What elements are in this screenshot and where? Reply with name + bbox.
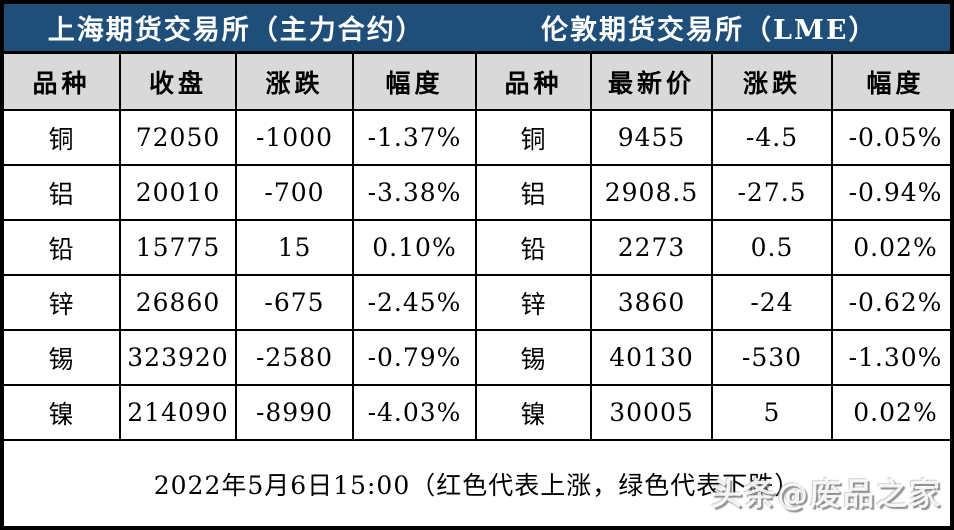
lme-pct: -1.30% bbox=[831, 329, 954, 386]
lme-pct: 0.02% bbox=[831, 384, 954, 441]
exchange-title-bar: 上海期货交易所（主力合约） 伦敦期货交易所（LME） bbox=[4, 4, 950, 54]
shfe-variety: 铝 bbox=[4, 164, 121, 221]
shfe-change: -1000 bbox=[235, 109, 354, 166]
lme-latest: 3860 bbox=[590, 274, 713, 331]
lme-latest: 2908.5 bbox=[590, 164, 713, 221]
lme-pct: -0.62% bbox=[831, 274, 954, 331]
shfe-pct: 0.10% bbox=[352, 219, 477, 276]
lme-change: 0.5 bbox=[711, 219, 833, 276]
lme-latest: 40130 bbox=[590, 329, 713, 386]
shfe-col-variety: 品种 bbox=[4, 54, 121, 111]
lme-pct: -0.05% bbox=[831, 109, 954, 166]
shfe-change: -700 bbox=[235, 164, 354, 221]
table-row-nickel: 镍 214090 -8990 -4.03% 镍 30005 5 0.02% bbox=[4, 384, 954, 441]
lme-col-pct: 幅度 bbox=[831, 54, 954, 111]
shfe-col-close: 收盘 bbox=[119, 54, 237, 111]
lme-latest: 30005 bbox=[590, 384, 713, 441]
table-row-copper: 铜 72050 -1000 -1.37% 铜 9455 -4.5 -0.05% bbox=[4, 109, 954, 166]
lme-col-latest: 最新价 bbox=[590, 54, 713, 111]
table-row-zinc: 锌 26860 -675 -2.45% 锌 3860 -24 -0.62% bbox=[4, 274, 954, 331]
shfe-pct: -1.37% bbox=[352, 109, 477, 166]
shfe-col-change: 涨跌 bbox=[235, 54, 354, 111]
shfe-close: 20010 bbox=[119, 164, 237, 221]
quotes-table: 品种 收盘 涨跌 幅度 品种 最新价 涨跌 幅度 铜 72050 -1000 -… bbox=[4, 54, 954, 441]
table-row-lead: 铅 15775 15 0.10% 铅 2273 0.5 0.02% bbox=[4, 219, 954, 276]
lme-variety: 锡 bbox=[475, 329, 592, 386]
shfe-close: 323920 bbox=[119, 329, 237, 386]
table-row-tin: 锡 323920 -2580 -0.79% 锡 40130 -530 -1.30… bbox=[4, 329, 954, 386]
shfe-change: -2580 bbox=[235, 329, 354, 386]
lme-col-change: 涨跌 bbox=[711, 54, 833, 111]
shfe-close: 15775 bbox=[119, 219, 237, 276]
timestamp-legend-note: 2022年5月6日15:00（红色代表上涨，绿色代表下跌） bbox=[153, 470, 801, 500]
shfe-close: 72050 bbox=[119, 109, 237, 166]
column-header-row: 品种 收盘 涨跌 幅度 品种 最新价 涨跌 幅度 bbox=[4, 54, 954, 111]
lme-change: -24 bbox=[711, 274, 833, 331]
shfe-pct: -3.38% bbox=[352, 164, 477, 221]
lme-latest: 9455 bbox=[590, 109, 713, 166]
shfe-variety: 铜 bbox=[4, 109, 121, 166]
shfe-change: -8990 bbox=[235, 384, 354, 441]
lme-variety: 铝 bbox=[475, 164, 592, 221]
lme-change: -27.5 bbox=[711, 164, 833, 221]
lme-latest: 2273 bbox=[590, 219, 713, 276]
shfe-col-pct: 幅度 bbox=[352, 54, 477, 111]
lme-variety: 锌 bbox=[475, 274, 592, 331]
lme-title: 伦敦期货交易所（LME） bbox=[541, 15, 878, 46]
shfe-variety: 锌 bbox=[4, 274, 121, 331]
shfe-close: 26860 bbox=[119, 274, 237, 331]
table-row-aluminum: 铝 20010 -700 -3.38% 铝 2908.5 -27.5 -0.94… bbox=[4, 164, 954, 221]
shfe-variety: 锡 bbox=[4, 329, 121, 386]
lme-col-variety: 品种 bbox=[475, 54, 592, 111]
lme-variety: 镍 bbox=[475, 384, 592, 441]
shfe-title: 上海期货交易所（主力合约） bbox=[47, 15, 425, 46]
shfe-pct: -4.03% bbox=[352, 384, 477, 441]
lme-variety: 铅 bbox=[475, 219, 592, 276]
lme-pct: -0.94% bbox=[831, 164, 954, 221]
shfe-pct: -0.79% bbox=[352, 329, 477, 386]
shfe-variety: 铅 bbox=[4, 219, 121, 276]
lme-change: -4.5 bbox=[711, 109, 833, 166]
lme-change: -530 bbox=[711, 329, 833, 386]
lme-pct: 0.02% bbox=[831, 219, 954, 276]
footer-note-row: 2022年5月6日15:00（红色代表上涨，绿色代表下跌） 头条@废品之家 bbox=[4, 441, 950, 526]
shfe-change: -675 bbox=[235, 274, 354, 331]
shfe-change: 15 bbox=[235, 219, 354, 276]
shfe-close: 214090 bbox=[119, 384, 237, 441]
shfe-pct: -2.45% bbox=[352, 274, 477, 331]
lme-change: 5 bbox=[711, 384, 833, 441]
shfe-variety: 镍 bbox=[4, 384, 121, 441]
lme-variety: 铜 bbox=[475, 109, 592, 166]
